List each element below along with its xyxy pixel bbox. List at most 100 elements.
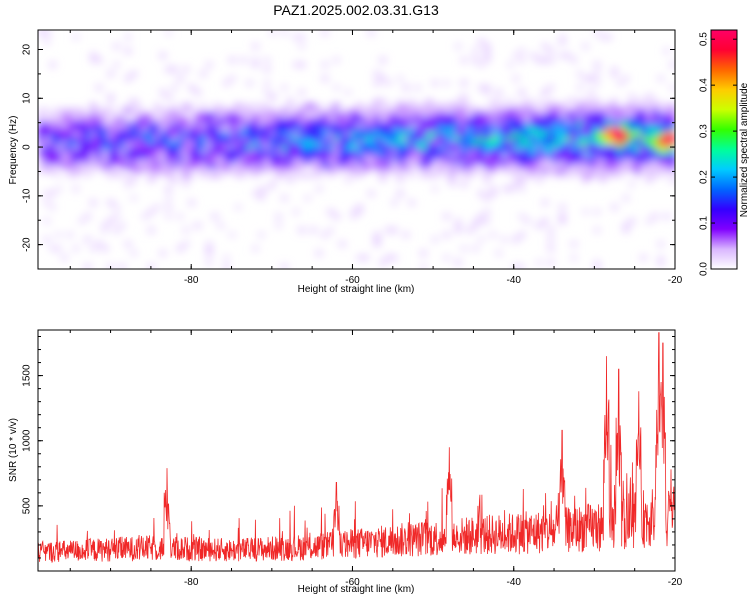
heatmap-cell	[275, 140, 282, 146]
heatmap-cell	[258, 131, 265, 137]
heatmap-cell	[564, 140, 572, 146]
heatmap-cell	[205, 144, 213, 151]
heatmap-cell	[622, 144, 630, 151]
heatmap-cell	[466, 135, 473, 141]
heatmap-cell	[333, 57, 340, 63]
heatmap-cell	[414, 85, 421, 91]
heatmap-cell	[223, 149, 230, 155]
heatmap-cell	[43, 39, 51, 45]
heatmap-cell	[617, 108, 624, 114]
heatmap-cell	[327, 103, 334, 109]
heatmap-cell	[536, 117, 543, 123]
heatmap-cell	[84, 167, 91, 174]
heatmap-cell	[651, 140, 659, 146]
heatmap-cell	[651, 117, 659, 123]
heatmap-cell	[420, 126, 427, 132]
heatmap-cell	[90, 131, 97, 137]
heatmap-cell	[622, 112, 630, 118]
heatmap-cell	[315, 186, 323, 192]
heatmap-cell	[205, 250, 213, 256]
heatmap-cell	[460, 117, 468, 123]
heatmap-cell	[287, 126, 294, 132]
heatmap-cell	[437, 158, 444, 164]
heatmap-cell	[559, 126, 566, 132]
heatmap-cell	[275, 163, 282, 169]
heatmap-cell	[472, 167, 479, 174]
heatmap-cell	[443, 158, 450, 164]
heatmap-cell	[339, 117, 346, 123]
heatmap-cell	[599, 140, 607, 146]
heatmap-cell	[333, 121, 340, 128]
heatmap-cell	[646, 154, 653, 160]
heatmap-cell	[541, 218, 549, 224]
heatmap-cell	[350, 163, 358, 169]
heatmap-cell	[454, 167, 462, 174]
heatmap-cell	[657, 108, 665, 114]
heatmap-cell	[310, 131, 317, 137]
heatmap-cell	[148, 131, 155, 137]
heatmap-cell	[344, 117, 352, 123]
heatmap-cell	[379, 172, 387, 178]
heatmap-cell	[84, 163, 91, 169]
heatmap-cell	[576, 158, 583, 164]
heatmap-cell	[246, 135, 253, 141]
heatmap-cell	[553, 112, 560, 118]
heatmap-cell	[454, 131, 462, 137]
heatmap-cell	[512, 154, 520, 160]
heatmap-cell	[344, 135, 352, 141]
heatmap-cell	[454, 149, 462, 155]
heatmap-cell	[449, 158, 456, 164]
heatmap-cell	[611, 144, 618, 151]
heatmap-cell	[315, 172, 323, 178]
heatmap-cell	[425, 149, 433, 155]
heatmap-cell	[113, 112, 120, 118]
heatmap-cell	[489, 232, 497, 238]
heatmap-cell	[43, 126, 51, 132]
heatmap-cell	[182, 177, 190, 183]
heatmap-cell	[281, 154, 288, 160]
heatmap-cell	[605, 167, 612, 174]
heatmap-cell	[564, 117, 572, 123]
heatmap-cell	[136, 121, 143, 128]
heatmap-cell	[628, 108, 636, 114]
heatmap-cell	[281, 30, 288, 36]
heatmap-cell	[252, 246, 259, 252]
heatmap-cell	[165, 30, 172, 36]
heatmap-cell	[269, 108, 277, 114]
heatmap-cell	[194, 135, 201, 141]
heatmap-cell	[188, 154, 195, 160]
heatmap-cell	[617, 117, 624, 123]
heatmap-cell	[72, 140, 80, 146]
heatmap-cell	[425, 167, 433, 174]
heatmap-cell	[483, 167, 491, 174]
heatmap-cell	[258, 108, 265, 114]
heatmap-cell	[495, 140, 502, 146]
heatmap-cell	[327, 121, 334, 128]
heatmap-cell	[425, 112, 433, 118]
heatmap-cell	[651, 98, 659, 105]
heatmap-cell	[315, 158, 323, 164]
heatmap-cell	[275, 131, 282, 137]
heatmap-cell	[142, 149, 149, 155]
heatmap-cell	[321, 126, 329, 132]
heatmap-cell	[310, 112, 317, 118]
heatmap-cell	[153, 121, 161, 128]
heatmap-cell	[78, 112, 85, 118]
heatmap-cell	[454, 108, 462, 114]
heatmap-cell	[339, 149, 346, 155]
heatmap-cell	[657, 158, 665, 164]
heatmap-cell	[205, 163, 213, 169]
heatmap-cell	[171, 149, 178, 155]
heatmap-cell	[599, 172, 607, 178]
heatmap-cell	[379, 144, 387, 151]
heatmap-cell	[414, 121, 421, 128]
heatmap-cell	[570, 158, 578, 164]
heatmap-cell	[72, 163, 80, 169]
heatmap-cell	[200, 172, 207, 178]
heatmap-cell	[182, 172, 190, 178]
heatmap-cell	[391, 227, 398, 233]
heatmap-cell	[119, 154, 126, 160]
heatmap-cell	[182, 154, 190, 160]
heatmap-cell	[478, 85, 485, 91]
heatmap-cell	[564, 131, 572, 137]
